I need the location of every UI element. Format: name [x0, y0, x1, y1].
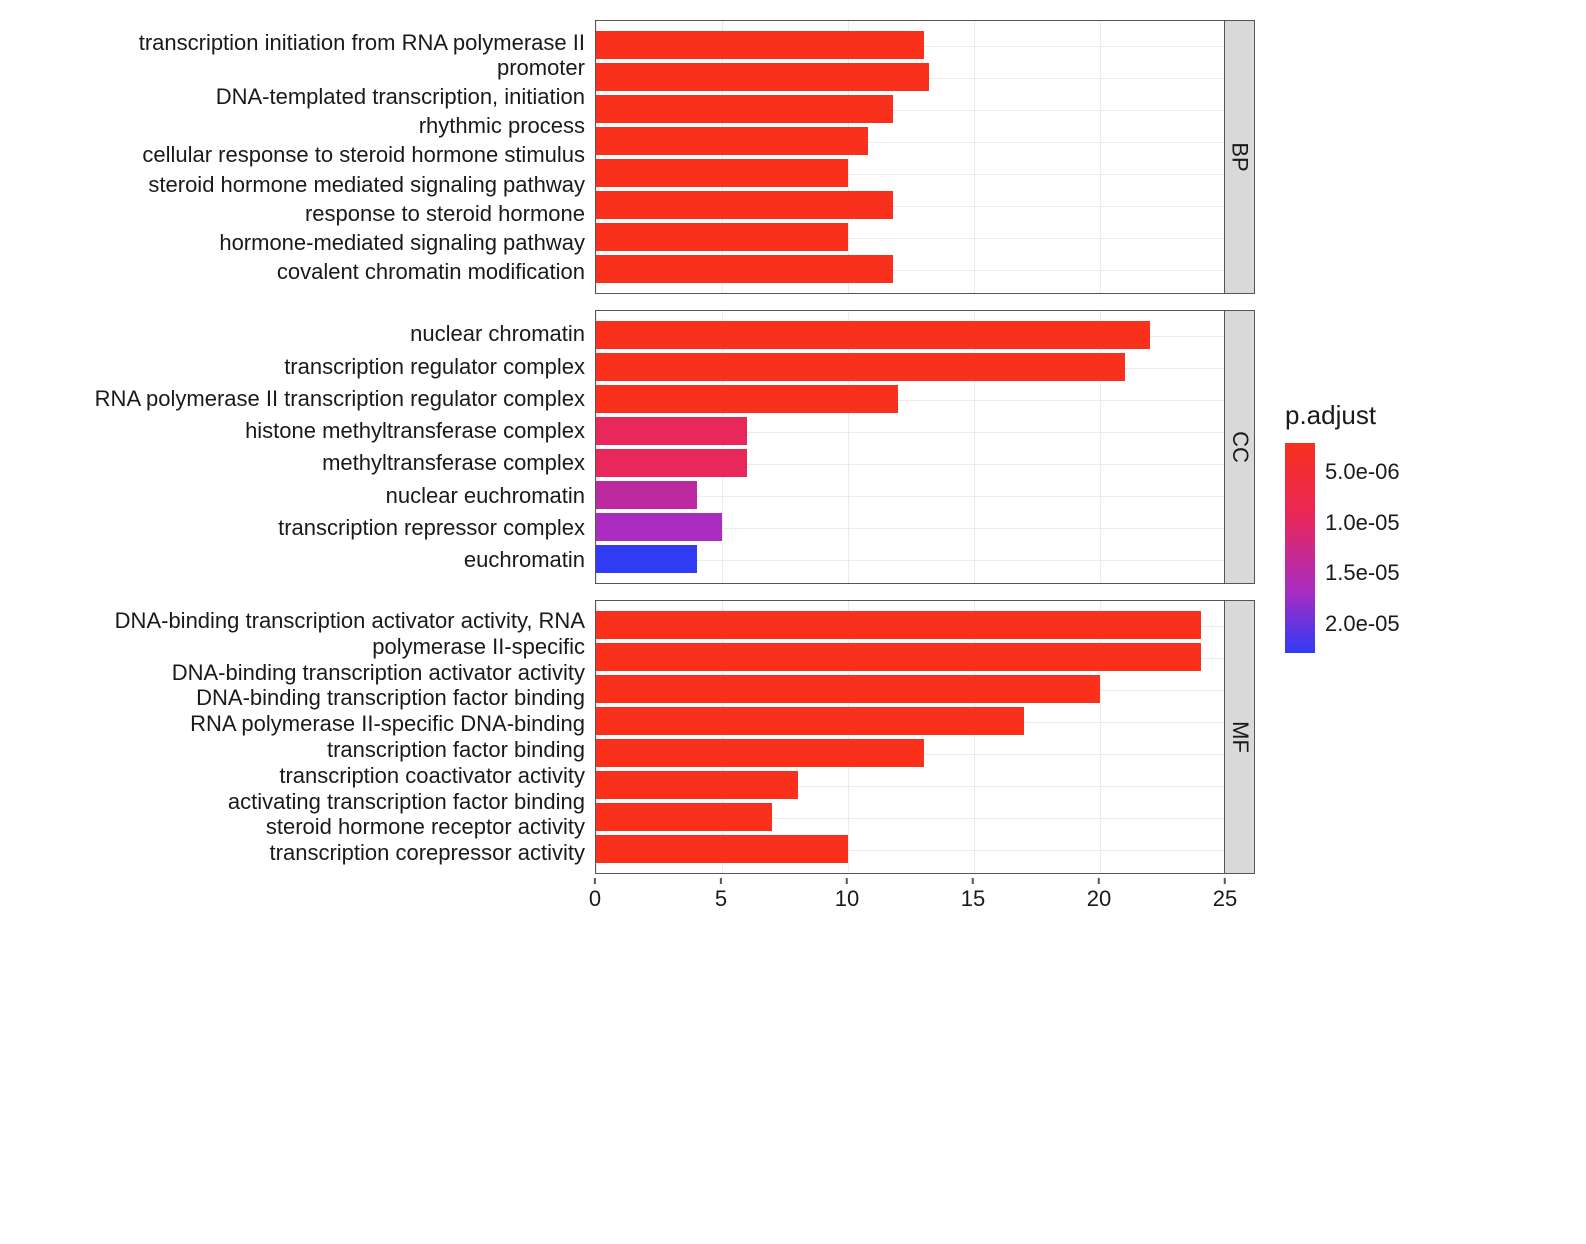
- legend-tick-label: 2.0e-05: [1325, 611, 1400, 637]
- bar: [596, 803, 772, 831]
- x-tick-label: 15: [961, 886, 985, 912]
- bar: [596, 417, 747, 445]
- color-legend: p.adjust 5.0e-06 1.0e-05 1.5e-05 2.0e-05: [1285, 20, 1400, 653]
- bar: [596, 353, 1125, 381]
- x-axis: 0 5 10 15 20 25: [20, 878, 1255, 908]
- y-category-label: cellular response to steroid hormone sti…: [20, 142, 589, 167]
- y-category-label: transcription coactivator activity: [20, 763, 589, 788]
- y-category-label: covalent chromatin modification: [20, 259, 589, 284]
- plot-area-mf: [595, 600, 1225, 874]
- x-tick-label: 5: [715, 886, 727, 912]
- x-tick-label: 20: [1087, 886, 1111, 912]
- y-category-label: DNA-binding transcription factor binding: [20, 685, 589, 710]
- bar: [596, 675, 1100, 703]
- bar: [596, 739, 924, 767]
- panel-bp: transcription initiation from RNA polyme…: [20, 20, 1255, 294]
- y-category-label: methyltransferase complex: [20, 450, 589, 475]
- bar: [596, 31, 924, 59]
- legend-body: 5.0e-06 1.0e-05 1.5e-05 2.0e-05: [1285, 443, 1400, 653]
- y-category-label: hormone-mediated signaling pathway: [20, 230, 589, 255]
- go-enrichment-chart: transcription initiation from RNA polyme…: [20, 20, 1566, 908]
- x-tick-label: 0: [589, 886, 601, 912]
- panel-cc: nuclear chromatin transcription regulato…: [20, 310, 1255, 584]
- y-category-label: DNA-binding transcription activator acti…: [20, 660, 589, 685]
- facet-strip-label: BP: [1227, 142, 1253, 171]
- y-category-label: transcription repressor complex: [20, 515, 589, 540]
- facet-strip-cc: CC: [1225, 310, 1255, 584]
- bar: [596, 321, 1150, 349]
- y-category-label: rhythmic process: [20, 113, 589, 138]
- bar: [596, 643, 1201, 671]
- y-axis-labels-cc: nuclear chromatin transcription regulato…: [20, 310, 595, 584]
- bar: [596, 707, 1024, 735]
- chart-panels-column: transcription initiation from RNA polyme…: [20, 20, 1255, 908]
- bar: [596, 481, 697, 509]
- bar: [596, 611, 1201, 639]
- y-category-label: euchromatin: [20, 547, 589, 572]
- y-category-label: response to steroid hormone: [20, 201, 589, 226]
- legend-tick-label: 5.0e-06: [1325, 459, 1400, 485]
- legend-tick-label: 1.0e-05: [1325, 510, 1400, 536]
- y-category-label: histone methyltransferase complex: [20, 418, 589, 443]
- bar: [596, 191, 893, 219]
- y-category-label: nuclear chromatin: [20, 321, 589, 346]
- plot-area-cc: [595, 310, 1225, 584]
- y-category-label: RNA polymerase II-specific DNA-binding t…: [20, 711, 589, 762]
- facet-strip-label: MF: [1227, 721, 1253, 753]
- bar: [596, 835, 848, 863]
- legend-tick-label: 1.5e-05: [1325, 560, 1400, 586]
- y-category-label: transcription corepressor activity: [20, 840, 589, 865]
- y-category-label: activating transcription factor binding: [20, 789, 589, 814]
- x-tick-label: 25: [1213, 886, 1237, 912]
- y-category-label: steroid hormone receptor activity: [20, 814, 589, 839]
- panel-mf: DNA-binding transcription activator acti…: [20, 600, 1255, 874]
- legend-ticks: 5.0e-06 1.0e-05 1.5e-05 2.0e-05: [1325, 443, 1400, 653]
- facet-strip-mf: MF: [1225, 600, 1255, 874]
- x-axis-ticks: 0 5 10 15 20 25: [595, 878, 1225, 908]
- y-category-label: transcription regulator complex: [20, 354, 589, 379]
- bar: [596, 449, 747, 477]
- bar: [596, 545, 697, 573]
- legend-title: p.adjust: [1285, 400, 1400, 431]
- x-tick-label: 10: [835, 886, 859, 912]
- bar: [596, 63, 929, 91]
- bar: [596, 159, 848, 187]
- bar: [596, 95, 893, 123]
- facet-strip-label: CC: [1227, 431, 1253, 463]
- bar: [596, 223, 848, 251]
- y-category-label: steroid hormone mediated signaling pathw…: [20, 172, 589, 197]
- y-category-label: DNA-templated transcription, initiation: [20, 84, 589, 109]
- y-category-label: transcription initiation from RNA polyme…: [20, 30, 589, 81]
- bar: [596, 127, 868, 155]
- y-axis-labels-mf: DNA-binding transcription activator acti…: [20, 600, 595, 874]
- y-axis-labels-bp: transcription initiation from RNA polyme…: [20, 20, 595, 294]
- plot-area-bp: [595, 20, 1225, 294]
- facet-strip-bp: BP: [1225, 20, 1255, 294]
- bar: [596, 771, 798, 799]
- bar: [596, 255, 893, 283]
- y-category-label: nuclear euchromatin: [20, 483, 589, 508]
- y-category-label: DNA-binding transcription activator acti…: [20, 608, 589, 659]
- y-category-label: RNA polymerase II transcription regulato…: [20, 386, 589, 411]
- bar: [596, 513, 722, 541]
- bar: [596, 385, 898, 413]
- legend-colorbar: [1285, 443, 1315, 653]
